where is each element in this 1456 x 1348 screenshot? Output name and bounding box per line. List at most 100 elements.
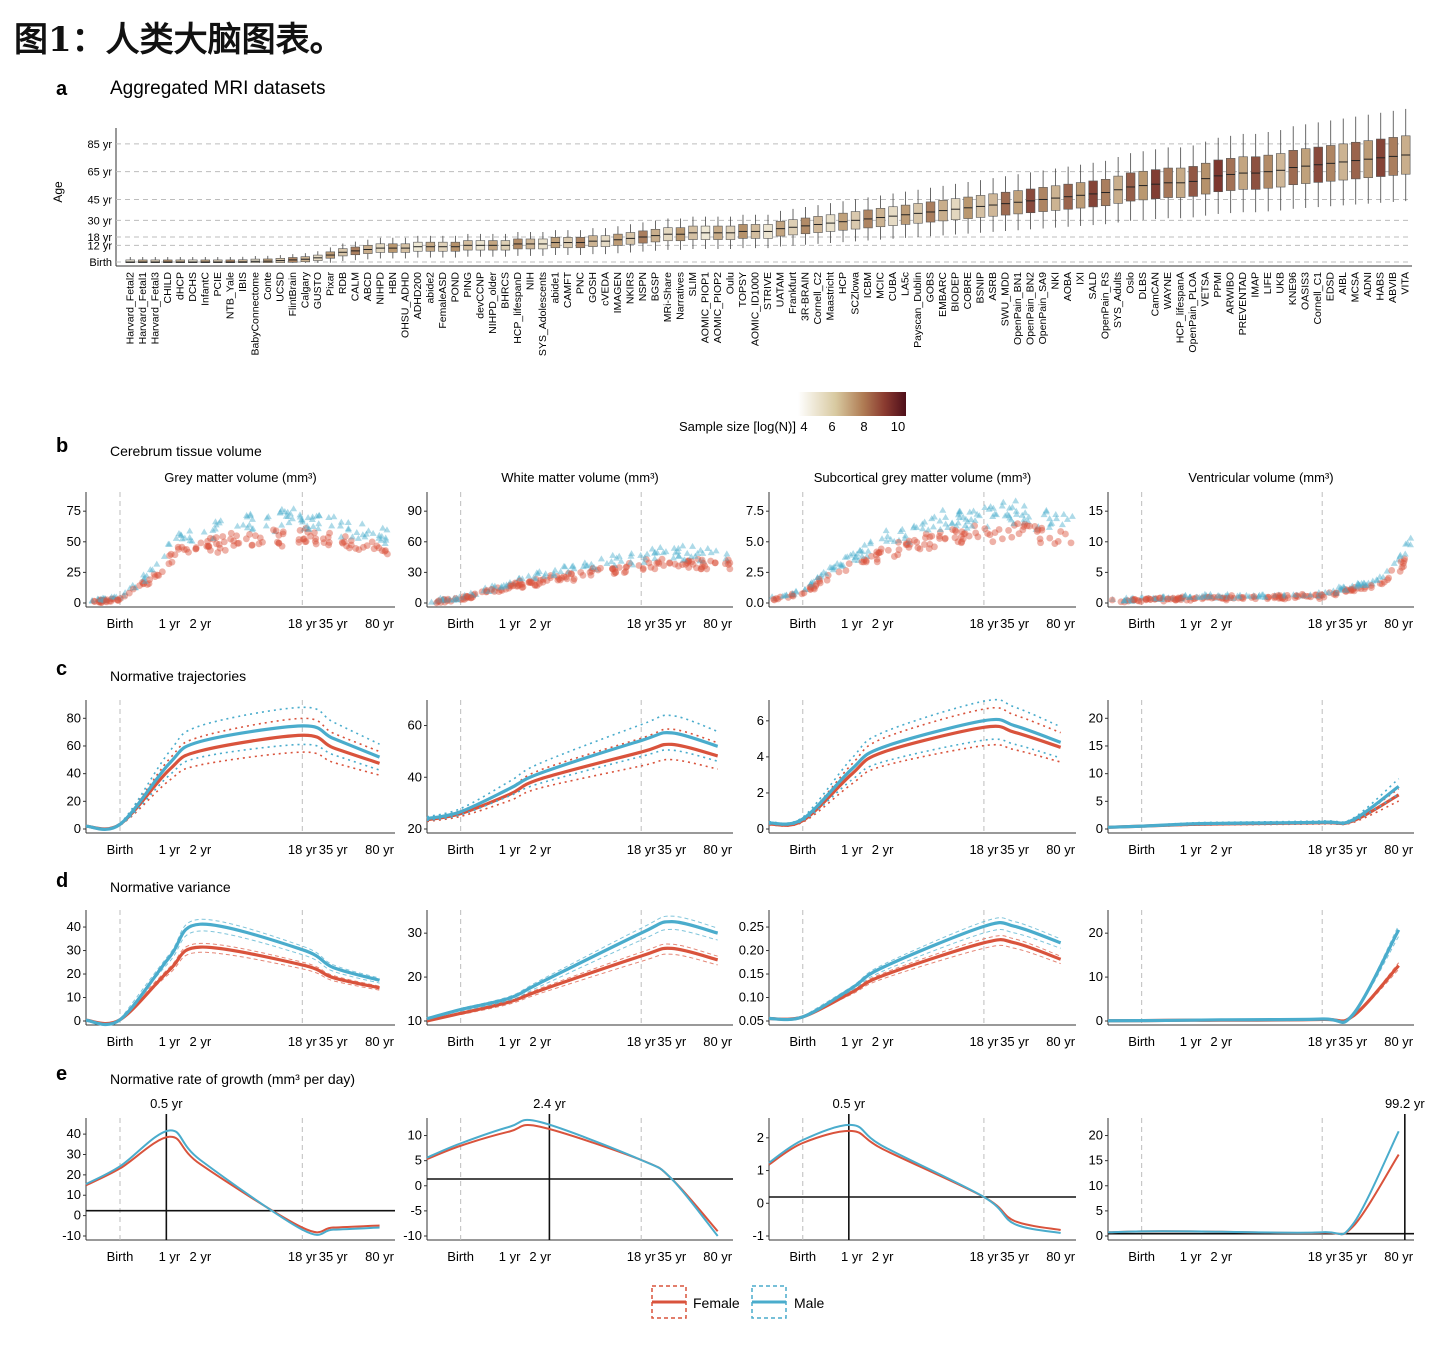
panel-b-point-female (789, 592, 797, 600)
panel-d-y-tick: 30 (408, 925, 422, 940)
panel-b-point-male (288, 515, 296, 522)
panel-b-point-female (326, 529, 333, 537)
panel-b-point-male (930, 513, 938, 520)
panel-b-point-female (460, 593, 467, 601)
panel-c-centile-male (85, 706, 380, 831)
panel-b-point-female (1008, 533, 1016, 541)
panel-d-line-female (85, 945, 380, 1026)
panel-b-point-female (463, 592, 470, 600)
panel-b-point-female (1203, 593, 1211, 601)
panel-b-point-female (136, 582, 143, 590)
panel-b-point-male (336, 522, 344, 529)
panel-b-point-female (877, 548, 884, 556)
panel-b-point-female (1134, 596, 1142, 604)
panel-d-x-tick: 80 yr (1046, 1034, 1076, 1049)
panel-b-point-female (527, 579, 535, 586)
panel-b-point-male (1233, 592, 1241, 599)
panel-b-point-male (383, 526, 391, 533)
panel-b-point-male (1390, 559, 1398, 566)
panel-b-point-male (140, 571, 148, 578)
panel-b-point-male (592, 565, 600, 572)
panel-b-point-male (461, 591, 469, 598)
panel-b-point-female (724, 556, 732, 564)
panel-b-point-male (1006, 514, 1014, 521)
panel-b-point-male (315, 512, 323, 519)
panel-b-point-female (903, 541, 911, 548)
panel-c-y-tick: 80 (67, 710, 81, 725)
panel-a-dataset-label: LA5c (900, 272, 912, 296)
panel-b-point-female (623, 563, 631, 571)
panel-b-point-male (1339, 583, 1347, 590)
panel-b-point-male (813, 574, 821, 581)
panel-b-point-male (779, 592, 787, 599)
panel-c-line-male (1107, 785, 1400, 829)
panel-b-point-female (1179, 593, 1187, 601)
panel-b-point-male (284, 508, 292, 515)
panel-b-point-female (151, 573, 159, 581)
panel-b-point-female (121, 592, 129, 600)
panel-b-point-female (694, 555, 702, 563)
panel-c-x-tick: 18 yr (627, 842, 657, 857)
panel-b-point-male (129, 581, 137, 588)
panel-d-y-tick: 10 (67, 990, 81, 1005)
panel-d-x-tick: 18 yr (627, 1034, 657, 1049)
panel-b-y-tick: 0 (74, 595, 81, 610)
panel-b-point-male (1373, 577, 1381, 584)
figure-title: 图1：人类大脑图表。 (14, 20, 344, 60)
panel-c-centile-female (426, 758, 718, 823)
panel-b-point-female (653, 559, 661, 567)
panel-b-point-male (209, 534, 217, 541)
panel-b-point-female (275, 531, 283, 539)
panel-b-point-female (460, 596, 468, 603)
panel-b-point-female (835, 568, 843, 576)
panel-a-dataset-label: Narratives (674, 272, 686, 320)
panel-b-point-female (507, 581, 515, 589)
panel-b-point-male (629, 561, 637, 568)
panel-b-point-female (952, 528, 960, 536)
panel-b-point-male (1109, 595, 1117, 602)
panel-b-point-female (506, 582, 514, 590)
panel-b-point-female (270, 526, 277, 534)
panel-d-y-tick: 20 (1089, 925, 1103, 940)
panel-b-point-male (964, 518, 972, 525)
panel-b-point-female (698, 565, 705, 573)
panel-b-point-male (722, 555, 730, 562)
panel-a-dataset-label: OASIS3 (1300, 272, 1312, 310)
panel-b-point-male (807, 580, 815, 587)
panel-b-point-female (355, 546, 363, 554)
panel-d-line-male (85, 922, 380, 1027)
panel-b-point-male (290, 505, 298, 512)
panel-b-point-female (981, 525, 989, 533)
panel-b-point-female (532, 581, 539, 589)
panel-b-point-male (1159, 593, 1167, 600)
panel-b-point-male (898, 525, 906, 532)
panel-b-point-male (172, 534, 180, 541)
panel-b-point-female (96, 598, 104, 606)
panel-b-point-female (278, 542, 286, 550)
panel-b-point-female (622, 568, 630, 576)
panel-b-point-male (792, 588, 800, 595)
panel-c-y-tick: 15 (1089, 738, 1103, 753)
panel-b-point-female (609, 565, 616, 572)
panel-b-point-female (1142, 595, 1150, 603)
panel-b-point-female (227, 535, 235, 543)
panel-b-point-male (487, 585, 495, 592)
panel-a-dataset-label: Maastricht (825, 272, 837, 321)
panel-b-point-female (517, 580, 525, 588)
panel-b-point-male (100, 595, 108, 602)
panel-b-y-tick: 60 (408, 534, 422, 549)
panel-b-point-male (1042, 506, 1050, 513)
panel-b-point-male (453, 594, 461, 601)
panel-a-dataset-label: IMAGEN (612, 272, 624, 313)
panel-b-point-female (1298, 590, 1306, 598)
panel-d-ci-female (119, 951, 380, 1021)
panel-a-dataset-label: NKIRS (624, 272, 636, 304)
panel-b-point-female (1151, 595, 1159, 603)
panel-b-point-male (942, 520, 950, 527)
panel-b-point-male (453, 595, 461, 602)
panel-b-point-female (1281, 595, 1289, 603)
panel-b-point-male (315, 520, 323, 527)
panel-d-ci-male (460, 928, 718, 1012)
panel-b-point-male (1058, 521, 1066, 528)
panel-b-point-male (973, 510, 981, 517)
